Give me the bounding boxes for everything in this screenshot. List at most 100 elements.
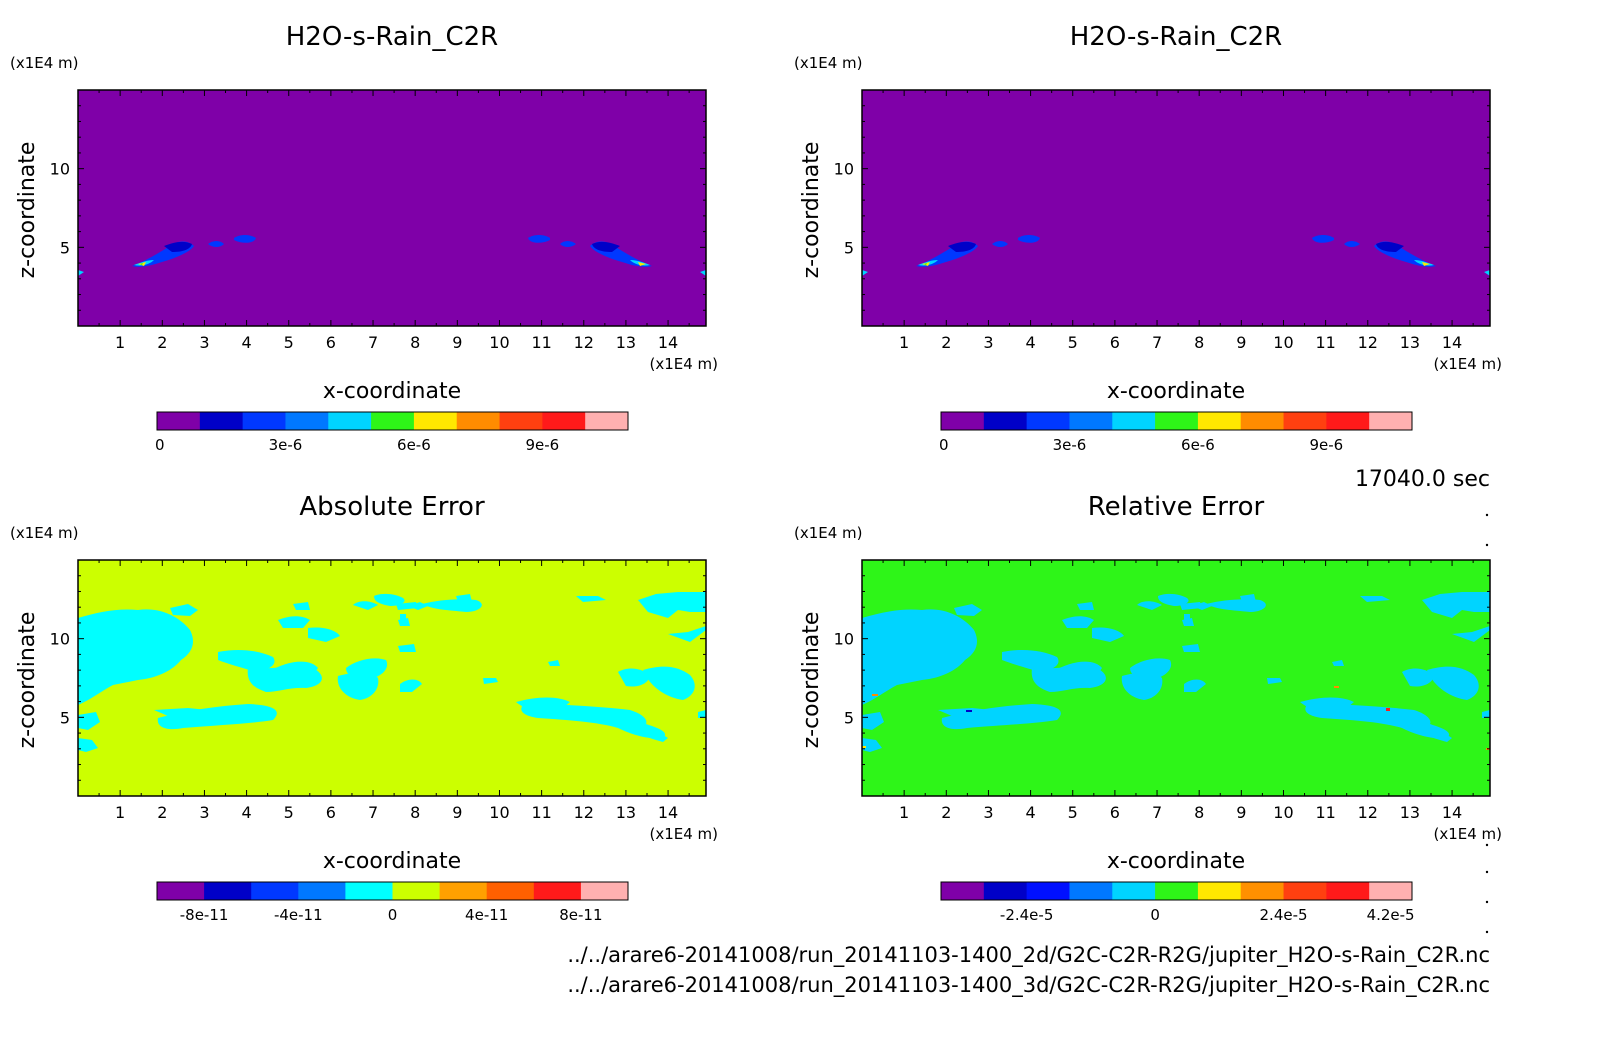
x-tick-label: 2 bbox=[941, 803, 951, 822]
panel-bottom-left: Absolute Error(x1E4 m)1 2 3 4 5 6 7 8 9 10 11 12 13 1… bbox=[10, 492, 718, 924]
x-tick-label: 1 bbox=[115, 803, 125, 822]
y-tick-label: 5 bbox=[844, 238, 854, 257]
x-tick-label: 7 bbox=[368, 333, 378, 352]
rain-band-right bbox=[528, 235, 706, 276]
x-tick-label: 3 bbox=[199, 803, 209, 822]
colorbar-label: 0 bbox=[388, 906, 398, 924]
colorbar-swatch bbox=[533, 882, 582, 900]
colorbar-swatch bbox=[157, 882, 205, 900]
y-tick-label: 10 bbox=[834, 160, 854, 179]
colorbar-swatch bbox=[1240, 412, 1285, 430]
x-tick-label: 7 bbox=[1152, 333, 1162, 352]
colorbar-swatch bbox=[1112, 412, 1156, 430]
colorbar-label: -2.4e-5 bbox=[1000, 906, 1053, 924]
colorbar-swatch bbox=[1112, 882, 1156, 900]
x-tick-label: 9 bbox=[452, 333, 462, 352]
x-tick-label: 6 bbox=[1110, 803, 1120, 822]
x-tick-label: 5 bbox=[1068, 803, 1078, 822]
y-tick-label: 10 bbox=[834, 630, 854, 649]
y-tick-label: 10 bbox=[50, 160, 70, 179]
colorbar-swatch bbox=[298, 882, 346, 900]
x-tick-label: 5 bbox=[1068, 333, 1078, 352]
colorbar-swatch bbox=[580, 882, 629, 900]
x-tick-label: 2 bbox=[157, 803, 167, 822]
colorbar-label: 0 bbox=[1150, 906, 1160, 924]
x-tick-label: 8 bbox=[1194, 333, 1204, 352]
x-tick-label: 12 bbox=[574, 803, 594, 822]
colorbar-swatch bbox=[1069, 882, 1113, 900]
x-unit-label: (x1E4 m) bbox=[649, 825, 718, 843]
x-tick-label: 11 bbox=[1315, 803, 1335, 822]
y-tick-label: 5 bbox=[844, 708, 854, 727]
x-tick-label: 3 bbox=[983, 803, 993, 822]
y-tick-label: 10 bbox=[50, 630, 70, 649]
colorbar-swatch bbox=[1326, 412, 1370, 430]
x-unit-label: (x1E4 m) bbox=[1433, 825, 1502, 843]
x-unit-label: (x1E4 m) bbox=[649, 355, 718, 373]
colorbar-swatch bbox=[1155, 412, 1199, 430]
x-tick-label: 7 bbox=[368, 803, 378, 822]
colorbar-swatch bbox=[1369, 882, 1413, 900]
y-unit-label: (x1E4 m) bbox=[10, 524, 79, 542]
colorbar-swatch bbox=[242, 412, 286, 430]
ticks bbox=[77, 89, 706, 327]
colorbar-swatch bbox=[199, 412, 244, 430]
x-tick-label: 9 bbox=[1236, 803, 1246, 822]
x-tick-label: 14 bbox=[1442, 803, 1462, 822]
x-axis-label: x-coordinate bbox=[323, 849, 461, 874]
x-tick-label: 4 bbox=[1025, 333, 1035, 352]
speck bbox=[1334, 686, 1339, 688]
colorbar-swatch bbox=[1326, 882, 1370, 900]
x-tick-label: 8 bbox=[410, 803, 420, 822]
x-tick-label: 12 bbox=[1358, 803, 1378, 822]
colorbar-swatch bbox=[371, 412, 415, 430]
colorbar-swatch bbox=[1026, 882, 1070, 900]
x-axis-label: x-coordinate bbox=[323, 379, 461, 404]
colorbar-swatch bbox=[392, 882, 441, 900]
y-axis-label: z-coordinate bbox=[15, 142, 40, 279]
x-axis-label: x-coordinate bbox=[1107, 379, 1245, 404]
x-tick-label: 8 bbox=[1194, 803, 1204, 822]
footer-path-3d: ../../arare6-20141008/run_20141103-1400_… bbox=[567, 973, 1490, 998]
footer-path-2d: ../../arare6-20141008/run_20141103-1400_… bbox=[567, 943, 1490, 968]
plot-content bbox=[78, 235, 706, 276]
x-tick-label: 9 bbox=[452, 803, 462, 822]
colorbar-swatch bbox=[413, 412, 458, 430]
plot-frame bbox=[77, 559, 707, 797]
colorbar-label: -4e-11 bbox=[274, 906, 323, 924]
colorbar-label: 3e-6 bbox=[269, 436, 303, 454]
colorbar-swatch bbox=[439, 882, 488, 900]
y-unit-label: (x1E4 m) bbox=[10, 54, 79, 72]
panel-title: H2O-s-Rain_C2R bbox=[286, 22, 498, 52]
x-tick-label: 11 bbox=[1315, 333, 1335, 352]
panel-top-left: H2O-s-Rain_C2R(x1E4 m)1 2 3 4 5 6 7 8 9 10 11 12 13 1… bbox=[10, 22, 718, 454]
x-tick-label: 10 bbox=[489, 333, 509, 352]
y-tick-label: 5 bbox=[60, 708, 70, 727]
x-tick-label: 6 bbox=[326, 803, 336, 822]
plot-frame bbox=[861, 89, 1491, 327]
colorbar-swatch bbox=[585, 412, 629, 430]
x-tick-label: 12 bbox=[1358, 333, 1378, 352]
x-tick-label: 2 bbox=[157, 333, 167, 352]
x-tick-label: 10 bbox=[1273, 803, 1293, 822]
colorbar-label: 9e-6 bbox=[525, 436, 559, 454]
colorbar-label: 4e-11 bbox=[465, 906, 508, 924]
x-tick-label: 12 bbox=[574, 333, 594, 352]
plot-frame bbox=[861, 559, 1491, 797]
colorbar-label: 8e-11 bbox=[559, 906, 602, 924]
x-tick-label: 5 bbox=[284, 803, 294, 822]
x-tick-label: 4 bbox=[241, 333, 251, 352]
rain-band-left bbox=[862, 235, 1040, 276]
ticks bbox=[861, 89, 1490, 327]
panel-bottom-right: Relative Error(x1E4 m)1 2 3 4 5 6 7 8 9 10 11 12 13 1… bbox=[794, 492, 1502, 924]
y-axis-label: z-coordinate bbox=[15, 612, 40, 749]
colorbar: -2.4e-5 0 2.4e-5 4.2e-5 bbox=[940, 881, 1415, 924]
colorbar-label: 6e-6 bbox=[397, 436, 431, 454]
x-tick-label: 7 bbox=[1152, 803, 1162, 822]
x-tick-label: 6 bbox=[326, 333, 336, 352]
panel-title: Absolute Error bbox=[299, 492, 485, 522]
plot-content bbox=[862, 235, 1490, 276]
panel-top-right: H2O-s-Rain_C2R(x1E4 m)1 2 3 4 5 6 7 8 9 10 11 12 13 1… bbox=[794, 22, 1502, 454]
colorbar-label: 0 bbox=[939, 436, 949, 454]
